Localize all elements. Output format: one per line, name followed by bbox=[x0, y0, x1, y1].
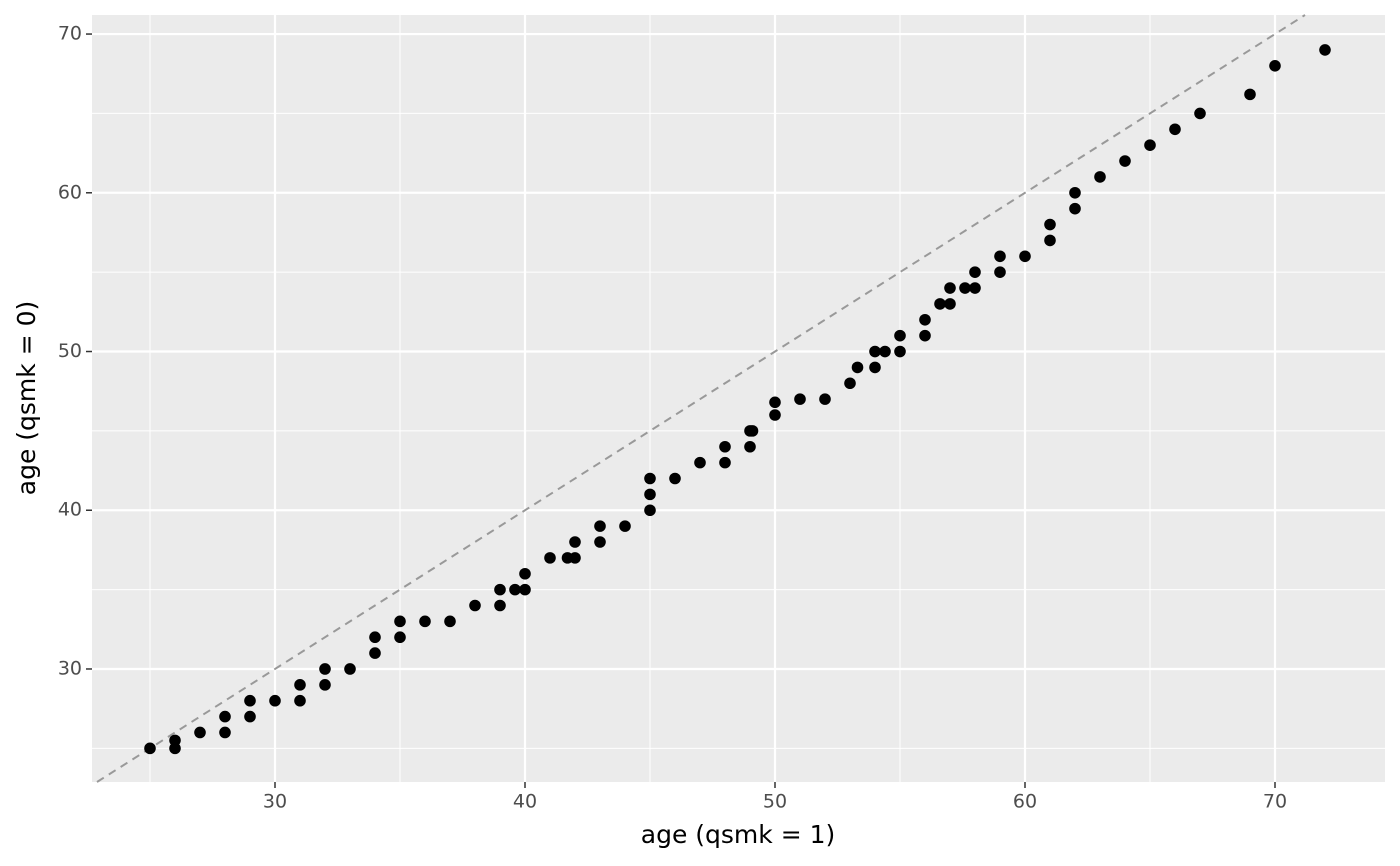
reference-line bbox=[96, 14, 1306, 783]
point bbox=[879, 345, 891, 358]
point bbox=[1194, 107, 1206, 120]
point bbox=[569, 536, 581, 548]
point bbox=[244, 710, 256, 723]
point bbox=[919, 313, 931, 326]
y-tick-label: 50 bbox=[58, 340, 82, 362]
point bbox=[944, 298, 956, 310]
x-tick-label: 60 bbox=[1013, 791, 1037, 813]
point bbox=[169, 734, 181, 747]
point bbox=[1094, 171, 1106, 183]
point bbox=[851, 361, 864, 374]
point bbox=[746, 425, 759, 437]
y-tick-label: 40 bbox=[58, 499, 82, 521]
y-tick-label: 70 bbox=[58, 23, 82, 45]
point bbox=[1319, 44, 1331, 56]
point bbox=[869, 345, 881, 358]
x-tick-label: 30 bbox=[263, 791, 287, 813]
point bbox=[1169, 123, 1181, 136]
point bbox=[1069, 202, 1081, 215]
point bbox=[1044, 218, 1056, 231]
point bbox=[594, 536, 606, 548]
y-tick-label: 30 bbox=[58, 657, 82, 679]
point bbox=[394, 615, 406, 628]
point bbox=[419, 615, 431, 628]
point bbox=[569, 552, 581, 564]
point bbox=[744, 440, 756, 453]
point bbox=[1244, 88, 1256, 101]
marks bbox=[96, 14, 1331, 783]
point bbox=[959, 282, 971, 294]
point bbox=[269, 694, 281, 707]
point bbox=[219, 726, 231, 739]
point bbox=[869, 361, 881, 374]
x-tick-label: 70 bbox=[1263, 791, 1287, 813]
x-axis-title: age (qsmk = 1) bbox=[641, 820, 836, 849]
point bbox=[1044, 234, 1056, 247]
point bbox=[794, 393, 806, 405]
point bbox=[969, 266, 981, 278]
point bbox=[394, 631, 406, 644]
point bbox=[319, 679, 331, 691]
point bbox=[509, 583, 521, 596]
point bbox=[934, 298, 946, 310]
point bbox=[944, 282, 956, 294]
point bbox=[619, 520, 631, 532]
point bbox=[994, 250, 1006, 263]
x-tick-label: 50 bbox=[763, 791, 787, 813]
point bbox=[1144, 139, 1156, 151]
y-axis-title: age (qsmk = 0) bbox=[12, 301, 41, 496]
point bbox=[719, 456, 731, 469]
point bbox=[219, 710, 231, 723]
point bbox=[294, 694, 306, 707]
point bbox=[194, 726, 206, 739]
point bbox=[294, 679, 306, 691]
point bbox=[819, 393, 831, 405]
point bbox=[969, 282, 981, 294]
point bbox=[994, 266, 1006, 278]
point bbox=[494, 583, 506, 596]
point bbox=[644, 504, 656, 517]
point bbox=[344, 663, 356, 675]
point bbox=[769, 396, 781, 409]
point bbox=[594, 520, 606, 532]
point bbox=[844, 377, 856, 390]
point bbox=[1069, 186, 1081, 199]
point bbox=[894, 345, 906, 358]
point bbox=[719, 440, 731, 453]
point bbox=[769, 409, 781, 421]
point bbox=[469, 599, 481, 612]
point bbox=[519, 583, 531, 596]
point bbox=[644, 488, 656, 501]
point bbox=[669, 472, 681, 485]
panel bbox=[92, 15, 1385, 782]
point bbox=[494, 599, 506, 612]
point bbox=[444, 615, 456, 628]
point bbox=[244, 694, 256, 707]
point bbox=[1269, 59, 1281, 72]
x-tick-label: 40 bbox=[513, 791, 537, 813]
point bbox=[1119, 155, 1131, 167]
point bbox=[894, 329, 906, 342]
point bbox=[694, 456, 706, 469]
point bbox=[144, 742, 156, 755]
point bbox=[519, 567, 531, 580]
point bbox=[319, 663, 331, 675]
point bbox=[369, 647, 381, 659]
point bbox=[1019, 250, 1031, 263]
y-tick-label: 60 bbox=[58, 181, 82, 203]
point bbox=[644, 472, 656, 485]
point bbox=[919, 329, 931, 342]
point bbox=[369, 631, 381, 644]
point bbox=[544, 552, 556, 564]
point bbox=[169, 742, 181, 755]
